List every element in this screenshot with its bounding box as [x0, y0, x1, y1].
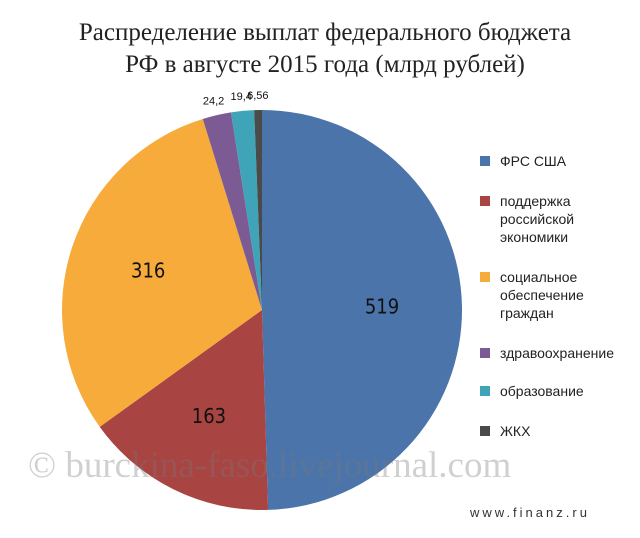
pie-slice: [262, 109, 463, 510]
watermark: © burckina-faso.livejournal.com: [28, 445, 512, 486]
data-label: 19,4: [230, 91, 251, 103]
legend-marker: [480, 348, 490, 358]
legend-label: ФРС США: [500, 153, 567, 169]
data-label: 519: [365, 295, 399, 319]
pie-slice: [62, 118, 263, 427]
legend-marker: [480, 426, 490, 436]
pie-slice: [202, 112, 262, 310]
legend-marker: [480, 156, 490, 166]
legend-label: здравоохранение: [500, 345, 614, 361]
data-label: 316: [131, 258, 165, 282]
legend-label: образование: [500, 383, 584, 399]
data-label: 163: [192, 404, 226, 428]
legend-label: поддержка российской экономики: [500, 193, 575, 245]
legend-marker: [480, 386, 490, 396]
watermark: www.finanz.ru: [470, 505, 590, 520]
pie-slice: [231, 110, 262, 310]
chart-title: Распределение выплат федерального бюджет…: [79, 19, 571, 46]
data-label: 6,56: [247, 90, 268, 102]
pie-slice: [99, 310, 269, 510]
pie-slice: [254, 110, 262, 310]
legend-marker: [480, 196, 490, 206]
legend-marker: [480, 272, 490, 282]
legend-label: ЖКХ: [500, 423, 531, 439]
data-label: 24,2: [203, 95, 224, 107]
chart-title: РФ в августе 2015 года (млрд рублей): [125, 51, 525, 78]
legend-label: социальное обеспечение граждан: [500, 269, 584, 321]
